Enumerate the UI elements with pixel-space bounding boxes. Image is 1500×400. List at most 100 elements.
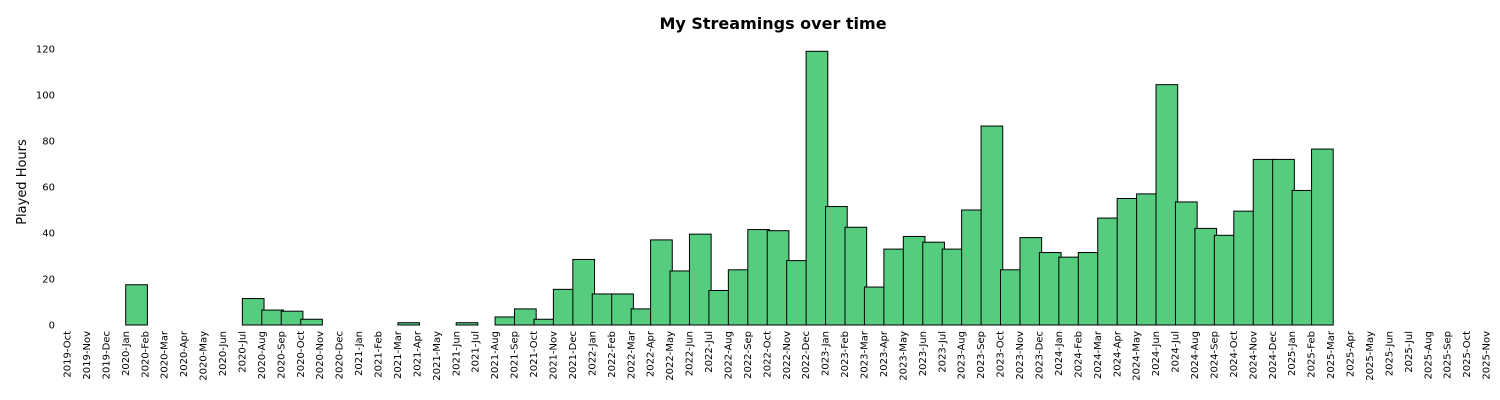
x-tick-label: 2021-Oct <box>529 331 540 378</box>
x-tick-label: 2022-Jul <box>704 331 715 373</box>
y-tick-label: 60 <box>42 183 55 194</box>
x-tick-label: 2023-Jan <box>821 331 832 376</box>
bar-2022-Jan <box>591 293 615 326</box>
x-tick-label: 2020-May <box>199 331 210 381</box>
x-tick-label: 2022-Feb <box>607 331 618 378</box>
bar-2024-Aug <box>1194 227 1218 326</box>
x-tick-label: 2024-Jul <box>1171 331 1182 373</box>
x-tick-label: 2025-Feb <box>1307 331 1318 378</box>
bar-2020-Aug <box>261 309 284 326</box>
x-tick-label: 2022-Jun <box>685 331 696 376</box>
x-tick-label: 2023-May <box>898 331 909 381</box>
bar-2023-Jul <box>941 248 965 326</box>
bar-2020-Oct <box>300 318 323 326</box>
x-tick-label: 2025-Oct <box>1462 331 1473 378</box>
x-tick-label: 2023-Jul <box>937 331 948 373</box>
x-tick-label: 2025-Jan <box>1287 331 1298 376</box>
x-tick-label: 2023-Sep <box>976 331 987 379</box>
bar-2024-Dec <box>1272 158 1295 326</box>
x-tick-label: 2025-Apr <box>1346 330 1357 377</box>
bar-2023-Feb <box>844 226 868 326</box>
x-tick-label: 2022-Dec <box>801 331 812 379</box>
bar-2024-Mar <box>1097 217 1120 326</box>
x-tick-label: 2024-Aug <box>1190 331 1201 379</box>
bar-2021-Jun <box>455 322 479 326</box>
bar-2023-Aug <box>961 209 984 326</box>
chart-title: My Streamings over time <box>659 14 886 33</box>
bar-2023-Dec <box>1038 252 1062 326</box>
x-tick-label: 2020-Oct <box>296 331 307 378</box>
bars-layer <box>125 50 1334 326</box>
x-tick-label: 2023-Aug <box>957 331 968 379</box>
x-tick-label: 2025-Sep <box>1443 331 1454 379</box>
bar-2025-Jan <box>1291 189 1315 326</box>
x-tick-label: 2024-Mar <box>1093 330 1104 379</box>
x-tick-label: 2020-Nov <box>315 331 326 380</box>
bar-2023-Apr <box>883 248 907 326</box>
bar-2024-Jan <box>1058 256 1082 326</box>
x-tick-label: 2025-Jun <box>1384 331 1395 376</box>
bar-2023-Sep <box>980 125 1004 326</box>
x-tick-label: 2021-Jan <box>354 331 365 376</box>
bar-2022-Mar <box>630 308 654 326</box>
bar-2023-Jan <box>825 206 848 326</box>
y-axis-label: Played Hours <box>15 139 30 225</box>
x-tick-label: 2023-Mar <box>860 330 871 379</box>
bar-2024-Jun <box>1155 84 1179 326</box>
bar-2024-Feb <box>1077 252 1101 326</box>
x-tick-label: 2022-Jan <box>587 331 598 376</box>
y-tick-label: 0 <box>49 321 55 332</box>
x-tick-label: 2022-Oct <box>762 331 773 378</box>
bar-2021-Mar <box>397 322 421 326</box>
bar-2020-Sep <box>280 310 304 326</box>
y-tick-label: 20 <box>42 275 55 286</box>
x-tick-label: 2021-Feb <box>374 331 385 378</box>
x-tick-label: 2022-Aug <box>723 331 734 379</box>
x-tick-label: 2025-May <box>1365 331 1376 381</box>
x-tick-label: 2023-Feb <box>840 331 851 378</box>
bar-2022-Oct <box>766 230 790 326</box>
x-tick-label: 2022-Sep <box>743 331 754 379</box>
x-tick-label: 2019-Nov <box>82 331 93 380</box>
x-tick-label: 2024-Oct <box>1229 331 1240 378</box>
bar-2024-Sep <box>1213 234 1237 326</box>
bar-2022-May <box>669 270 693 326</box>
bar-2024-Oct <box>1233 210 1256 326</box>
x-tick-label: 2024-Nov <box>1248 331 1259 380</box>
bar-2021-Sep <box>514 308 537 326</box>
x-tick-label: 2021-Aug <box>490 331 501 379</box>
x-tick-label: 2020-Sep <box>276 331 287 379</box>
bar-2021-Aug <box>494 316 518 326</box>
x-tick-label: 2025-Mar <box>1326 330 1337 379</box>
x-tick-label: 2022-May <box>665 331 676 381</box>
x-tick-label: 2020-Mar <box>160 330 171 379</box>
x-tick-label: 2025-Aug <box>1423 331 1434 379</box>
y-tick-label: 40 <box>42 229 55 240</box>
x-tick-label: 2021-Sep <box>510 331 521 379</box>
x-tick-label: 2024-May <box>1132 331 1143 381</box>
x-tick-label: 2021-May <box>432 331 443 381</box>
y-tick-label: 120 <box>36 45 55 56</box>
x-tick-label: 2021-Jul <box>471 331 482 373</box>
bar-2022-Jun <box>688 233 712 326</box>
x-tick-label: 2020-Dec <box>335 331 346 379</box>
x-tick-label: 2024-Jan <box>1054 331 1065 376</box>
x-tick-label: 2023-Apr <box>879 330 890 377</box>
x-tick-label: 2021-Nov <box>549 331 560 380</box>
x-tick-label: 2022-Mar <box>626 330 637 379</box>
x-tick-label: 2021-Apr <box>412 330 423 377</box>
bar-2022-Jul <box>708 290 732 326</box>
bar-2025-Feb <box>1311 148 1334 326</box>
x-tick-label: 2024-Jun <box>1151 331 1162 376</box>
bar-2021-Dec <box>572 258 596 326</box>
bar-2023-Oct <box>1000 269 1023 326</box>
bar-2024-Jul <box>1174 201 1198 326</box>
x-tick-label: 2023-Dec <box>1035 331 1046 379</box>
bar-2024-May <box>1136 193 1159 326</box>
bar-2022-Sep <box>747 229 770 326</box>
y-tick-label: 100 <box>36 91 55 102</box>
bar-2022-Nov <box>786 260 809 326</box>
x-tick-label: 2022-Nov <box>782 331 793 380</box>
bar-2022-Dec <box>805 50 829 326</box>
bar-2020-Jul <box>241 298 265 326</box>
